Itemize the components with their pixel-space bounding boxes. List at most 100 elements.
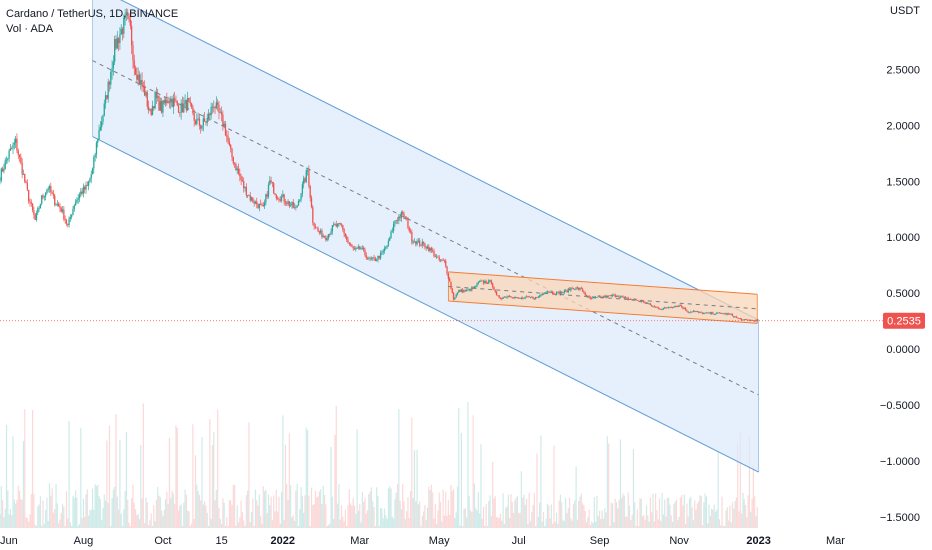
candle-body [377,255,379,260]
candle-body [421,241,423,246]
inner-channel[interactable] [447,271,758,324]
volume-bar [408,518,410,528]
candle-body [462,289,464,293]
candle-body [541,293,543,296]
candle-body [55,204,57,206]
regression-channel[interactable] [92,0,759,473]
volume-bar [407,497,409,528]
symbol-legend[interactable]: Cardano / TetherUS, 1D, BINANCE [6,8,179,20]
volume-bar [396,484,399,528]
volume-bar [72,495,74,528]
volume-bar [684,524,687,528]
volume-bar [266,513,268,528]
candle-body [385,247,387,249]
candle-body [41,195,43,204]
volume-bar [621,497,623,528]
time-axis[interactable]: Jun Aug Oct 15 2022 Mar May Jul Sep Nov 2023 Mar [0,535,845,547]
channel-lower-line[interactable] [92,136,759,473]
volume-bar [205,505,207,528]
inner-mid-line[interactable] [448,285,758,310]
volume-bar [575,466,577,528]
candle-body [744,319,747,321]
candle-body [712,312,714,315]
volume-bar [739,430,741,528]
volume-legend[interactable]: Vol · ADA [6,23,54,35]
volume-bar [187,510,189,528]
volume-bar [252,498,254,528]
volume-bar [13,499,15,528]
candle-body [205,121,207,123]
price-axis[interactable]: USDT 2.5000 2.0000 1.5000 1.0000 0.5000 0.0000… [880,5,920,524]
candle-body [683,308,685,309]
candle-body [493,287,495,291]
volume-bar [303,512,305,528]
candle-body [422,241,425,244]
y-tick-label: −0.5000 [880,400,920,412]
volume-bar [656,510,658,528]
volume-bar [516,496,519,528]
candle-body [495,291,498,296]
candle-body [424,243,426,247]
candle-body [310,197,313,208]
candle-body [175,100,177,102]
volume-bar [727,520,730,528]
candle-body [344,233,347,237]
candle-body [652,306,654,308]
volume-bar [223,502,225,528]
volume-bar [339,519,341,528]
candle-body [334,224,336,226]
candle-body [726,313,728,315]
volume-bar [81,518,83,528]
volume-bar [340,505,343,528]
volume-bar [39,496,42,528]
candle-body [415,241,417,245]
candle-body [503,296,506,298]
candle-body [73,205,75,209]
candle-body [193,113,195,121]
candle-body [128,16,130,20]
volume-bar [484,526,486,528]
candle-body [458,289,460,293]
volume-bar [144,523,146,528]
candle-body [389,237,391,241]
candle-body [452,292,455,300]
x-tick-label: 2023 [746,535,770,547]
volume-bar [451,491,453,528]
candle-body [48,186,51,189]
candle-body [223,123,225,127]
candle-body [455,294,457,298]
volume-bar [456,486,459,528]
volume-bar [134,509,137,528]
volume-bar [25,517,27,528]
candle-body [449,278,451,282]
candle-body [203,118,206,122]
volume-bar [734,500,736,528]
inner-lower-line[interactable] [448,300,758,324]
volume-bar [459,525,461,528]
candle-body [138,74,141,85]
volume-bar [210,518,212,528]
volume-bar [283,519,285,528]
candle-body [101,121,103,128]
candle-body [241,180,244,182]
candle-body [674,306,676,308]
volume-bar [455,512,457,528]
candle-body [472,287,474,289]
candle-body [14,138,17,143]
volume-bar [469,510,472,528]
candle-body [179,112,181,114]
volume-bar [696,503,698,528]
volume-bar [47,520,49,528]
volume-bar [368,494,370,528]
candle-body [188,97,190,102]
candle-body [293,206,296,208]
candle-body [490,280,493,284]
inner-upper-line[interactable] [448,271,758,295]
volume-bar [506,506,508,528]
volume-bar [578,501,580,528]
candle-body [110,72,112,85]
candle-body [394,220,396,224]
candle-body [112,61,115,69]
channel-upper-line[interactable] [93,0,759,321]
